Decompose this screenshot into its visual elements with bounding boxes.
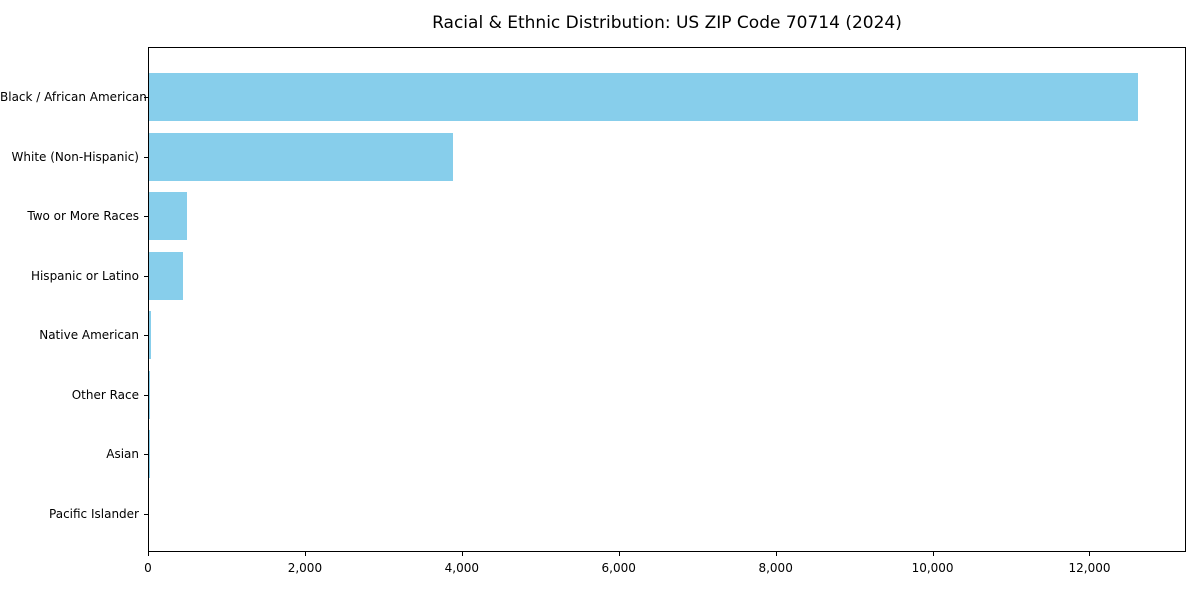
bar-hispanic-or-latino [149, 251, 183, 300]
x-tick-label: 10,000 [911, 561, 954, 575]
y-tick-label-asian: Asian [106, 447, 139, 462]
x-tick-mark [461, 552, 463, 556]
y-tick-label-black-african-american: Black / African American [0, 90, 147, 104]
plot-area [148, 47, 1186, 552]
y-tick-label-two-or-more-races: Two or More Races [27, 209, 139, 224]
y-tick-mark [144, 156, 148, 158]
y-tick-label-other-race: Other Race [71, 387, 139, 402]
x-tick-label: 2,000 [287, 561, 323, 575]
x-tick-mark [148, 552, 149, 556]
x-tick-mark [618, 552, 620, 556]
bar-native-american [149, 311, 151, 360]
bar-two-or-more-races [149, 192, 187, 241]
y-tick-label-white-non-hispanic: White (Non-Hispanic) [11, 149, 139, 164]
y-tick-mark [144, 513, 148, 515]
x-tick-mark [775, 552, 777, 556]
y-tick-mark [144, 216, 148, 218]
x-tick-label: 4,000 [444, 561, 479, 575]
bar-black-african-american [149, 73, 1138, 121]
y-tick-mark [144, 275, 148, 277]
x-tick-label: 12,000 [1068, 561, 1111, 575]
x-tick-mark [932, 552, 934, 556]
x-tick-label: 8,000 [758, 561, 793, 575]
y-tick-mark [144, 335, 148, 337]
x-tick-label: 0 [144, 561, 152, 575]
y-tick-mark [144, 97, 148, 98]
x-tick-mark [304, 552, 306, 556]
bar-white-non-hispanic [149, 132, 454, 181]
bar-other-race [149, 370, 151, 419]
y-tick-label-native-american: Native American [39, 328, 139, 343]
x-tick-mark [1089, 552, 1091, 556]
y-tick-mark [144, 454, 148, 456]
y-tick-mark [144, 394, 148, 396]
y-tick-label-hispanic-or-latino: Hispanic or Latino [30, 268, 139, 283]
x-tick-label: 6,000 [601, 561, 636, 575]
chart-title: Racial & Ethnic Distribution: US ZIP Cod… [432, 13, 902, 33]
y-tick-label-pacific-islander: Pacific Islander [49, 506, 139, 521]
